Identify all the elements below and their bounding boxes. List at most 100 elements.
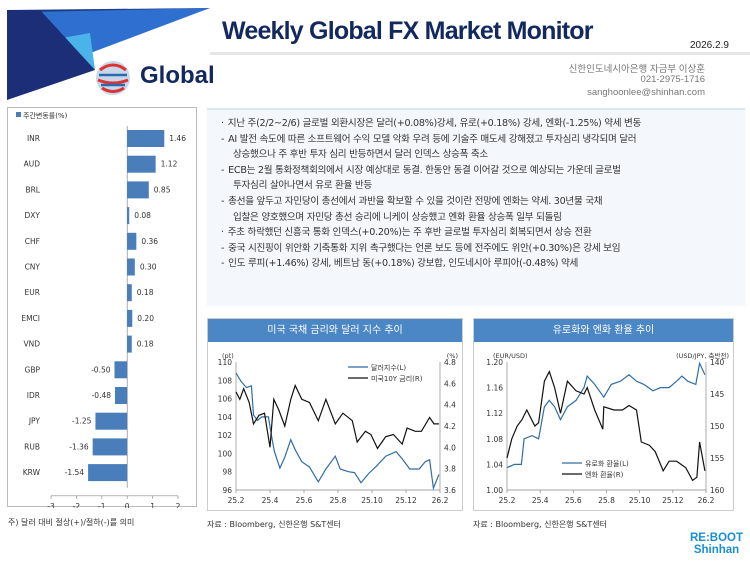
summary-line: · 주초 하락했던 신흥국 통화 인덱스(+0.20%)는 주 후반 글로벌 투자…: [221, 225, 731, 241]
us-yield-dxy-chart-box: 미국 국채 금리와 달러 지수 추이 110 108 106 104 102 100 98 9…: [207, 318, 463, 511]
y-tick-label-left: 96: [222, 486, 232, 495]
y-tick-label-right: 4.2: [444, 422, 456, 431]
x-tick-label: 25.2: [499, 496, 516, 505]
y-tick-label-left: 108: [218, 376, 233, 385]
y-axis-label-left: (EUR/USD): [493, 352, 528, 360]
summary-line: - AI 발전 속도에 따른 소프트웨어 수익 모델 악화 우려 등에 기술주 매…: [221, 132, 731, 148]
shinhan-reboot-logo: RE:BOOT Shinhan: [690, 532, 743, 556]
summary-text: 상승했으나 주 후반 투자 심리 반등하면서 달러 인덱스 상승폭 축소: [233, 149, 488, 161]
fx-change-bar-chart: 주간변동률(%) INR 1.46 AUD 1.12 BRL 0.85 DXY 0.08 CHF 0…: [16, 111, 186, 511]
chart-title: 미국 국채 금리와 달러 지수 추이: [208, 319, 462, 342]
contact-email[interactable]: sanghoonlee@shinhan.com: [587, 87, 705, 98]
x-tick-label: 0: [125, 502, 130, 508]
y-axis-label-left: (pt): [222, 352, 234, 360]
y-tick-label-right: 145: [710, 390, 725, 399]
y-tick-label-right: 140: [710, 358, 725, 367]
bar-aud: [127, 155, 156, 173]
data-label: 1.46: [169, 134, 186, 143]
chart-source: 자료 : Bloomberg, 신한은행 S&T센터: [473, 520, 608, 529]
x-tick-label: 25.8: [598, 496, 615, 505]
header-decoration: [7, 8, 210, 100]
chart-note: 주) 달러 대비 절상(+)/절하(-)를 의미: [8, 518, 135, 527]
data-label: -0.48: [92, 391, 112, 400]
bullet: -: [221, 258, 225, 270]
y-tick-label-left: 1.08: [486, 435, 503, 444]
us-yield-dxy-line-chart: 110 108 106 104 102 100 98 96 4.8 4.6 4.4 4.2 4.0 3.8…: [218, 352, 458, 505]
summary-line: · 지난 주(2/2~2/6) 글로벌 외환시장은 달러(+0.08%)강세, 유…: [221, 116, 731, 132]
bullet: -: [221, 195, 225, 207]
y-tick-label-right: 155: [710, 454, 725, 463]
y-tick-label-left: 1.00: [486, 486, 503, 495]
summary-text: 지난 주(2/2~2/6) 글로벌 외환시장은 달러(+0.08%)강세, 유로…: [227, 118, 642, 129]
x-tick-label: 25.12: [395, 496, 417, 505]
bar-inr: [127, 130, 165, 147]
bullet: ·: [221, 118, 224, 129]
data-label: 0.30: [140, 263, 157, 272]
category-label: CNY: [25, 263, 41, 272]
category-label: BRL: [25, 185, 40, 194]
legend-label: 미국10Y 금리(R): [371, 374, 423, 383]
x-tick-label: -3: [47, 502, 55, 508]
summary-line: - 중국 시진핑이 위안화 기축통화 지위 촉구했다는 언론 보도 등에 전주에도…: [221, 241, 731, 257]
y-tick-label-left: 102: [218, 431, 233, 440]
data-label: -0.50: [91, 365, 111, 374]
y-tick-label-right: 4.0: [444, 443, 456, 452]
category-label: VND: [23, 340, 40, 349]
y-tick-label-right: 4.4: [444, 401, 456, 410]
contact-phone: 021-2975-1716: [640, 74, 705, 85]
x-tick-label: 25.8: [330, 496, 347, 505]
bullet: -: [221, 164, 225, 176]
bar-vnd: [127, 335, 132, 353]
x-tick-label: 25.10: [361, 496, 383, 505]
y-tick-label-left: 98: [222, 468, 232, 477]
eur-jpy-chart-box: 유로화와 엔화 환율 추이 1.20 1.16 1.12 1.08 1.04 1.00 14…: [473, 318, 734, 511]
legend-label: 주간변동률(%): [23, 111, 68, 120]
y-tick-label-left: 104: [218, 413, 233, 422]
category-label: RUB: [24, 442, 40, 451]
bullet: -: [221, 133, 225, 145]
y-tick-label-right: 4.6: [444, 379, 456, 388]
category-label: KRW: [23, 468, 41, 477]
bar-chf: [127, 232, 137, 250]
y-tick-label-right: 4.8: [444, 358, 456, 367]
legend-label: 달러지수(L): [371, 363, 406, 372]
data-label: -1.54: [65, 468, 85, 477]
data-label: -1.25: [72, 417, 92, 426]
summary-line: - 인도 루피(+1.46%) 강세, 베트남 동(+0.18%) 강보합, 인도…: [221, 256, 731, 272]
bar-idr: [115, 387, 128, 404]
y-tick-label-left: 106: [218, 395, 233, 404]
summary-text: 입찰은 양호했으며 자민당 총선 승리에 니케이 상승했고 엔화 환율 상승폭 …: [233, 211, 562, 223]
x-tick-label: 25.6: [565, 496, 582, 505]
divider: [210, 52, 750, 55]
bar-krw: [88, 464, 128, 482]
y-tick-label-right: 3.6: [444, 486, 456, 495]
x-tick-label: 26.2: [698, 496, 715, 505]
legend-swatch: [16, 112, 21, 117]
series-line-1: [235, 383, 439, 450]
logo-line: RE:BOOT: [690, 532, 744, 544]
data-label: 0.08: [134, 211, 151, 220]
y-tick-label-left: 110: [218, 358, 233, 367]
summary-text: 투자심리 살아나면서 유로 환율 반등: [233, 180, 372, 192]
x-tick-label: 25.2: [228, 496, 245, 505]
category-label: CHF: [25, 237, 40, 246]
chart-source: 자료 : Bloomberg, 신한은행 S&T센터: [207, 520, 342, 529]
data-label: 0.20: [137, 314, 154, 323]
summary-text: 인도 루피(+1.46%) 강세, 베트남 동(+0.18%) 강보합, 인도네…: [228, 258, 578, 270]
y-tick-label-left: 1.20: [486, 358, 503, 367]
y-tick-label-right: 3.8: [444, 465, 456, 474]
x-tick-label: 25.12: [662, 496, 684, 505]
x-tick-label: 1: [150, 502, 155, 508]
summary-line: - 총선을 앞두고 자민당이 총선에서 과반을 확보할 수 있을 것이란 전망에 …: [221, 194, 731, 210]
bar-gbp: [114, 361, 128, 379]
x-tick-label: -1: [98, 502, 106, 508]
data-label: 0.36: [141, 237, 158, 246]
legend-label: 엔화 환율(R): [585, 470, 624, 479]
category-label: INR: [27, 134, 40, 143]
legend-label: 유로화 환율(L): [585, 459, 629, 468]
x-tick-label: 25.10: [629, 496, 651, 505]
bar-jpy: [95, 412, 128, 430]
bullet: ·: [221, 227, 224, 239]
data-label: 0.85: [154, 185, 171, 194]
data-label: 1.12: [161, 160, 178, 169]
